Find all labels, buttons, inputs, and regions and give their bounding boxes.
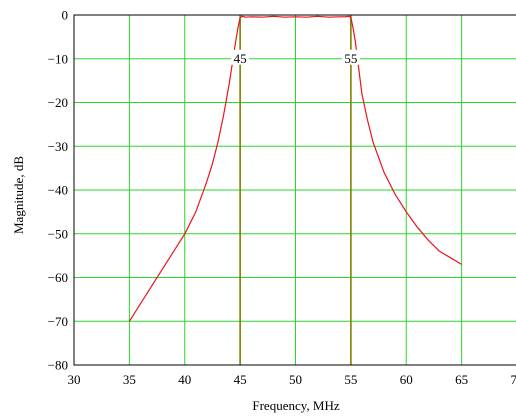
x-tick-label: 50 bbox=[289, 372, 302, 387]
y-tick-label: −20 bbox=[48, 95, 68, 110]
x-tick-label: 55 bbox=[344, 372, 357, 387]
x-tick-label: 45 bbox=[234, 372, 247, 387]
series-line bbox=[128, 15, 462, 322]
x-tick-label: 65 bbox=[455, 372, 468, 387]
tick-labels: 30 35 40 45 50 55 60 65 70 0 −10 −20 −30 −40 −50 −60 −70… bbox=[48, 8, 516, 388]
y-tick-label: −30 bbox=[48, 139, 68, 154]
y-tick-label: −40 bbox=[48, 183, 68, 198]
grid-lines bbox=[73, 14, 516, 366]
y-tick-label: −10 bbox=[48, 51, 68, 66]
marker-label-bg bbox=[341, 49, 360, 65]
y-tick-label: −60 bbox=[48, 270, 68, 285]
y-tick-label: 0 bbox=[62, 8, 69, 23]
marker-label: 55 bbox=[344, 51, 357, 66]
marker-labels: 45 55 bbox=[231, 49, 360, 66]
y-tick-label: −50 bbox=[48, 226, 68, 241]
y-tick-label: −70 bbox=[48, 314, 68, 329]
y-tick-label: −80 bbox=[48, 358, 68, 373]
x-tick-label: 60 bbox=[400, 372, 413, 387]
plot-frame bbox=[73, 14, 516, 366]
marker-label: 45 bbox=[234, 51, 247, 66]
x-axis-label: Frequency, MHz bbox=[252, 398, 339, 413]
marker-lines bbox=[239, 15, 352, 365]
x-tick-label: 30 bbox=[68, 372, 81, 387]
x-tick-label: 70 bbox=[511, 372, 516, 387]
marker-label-bg bbox=[231, 49, 250, 65]
x-tick-label: 35 bbox=[123, 372, 136, 387]
y-axis-label: Magnitude, dB bbox=[11, 156, 26, 234]
x-tick-label: 40 bbox=[178, 372, 191, 387]
